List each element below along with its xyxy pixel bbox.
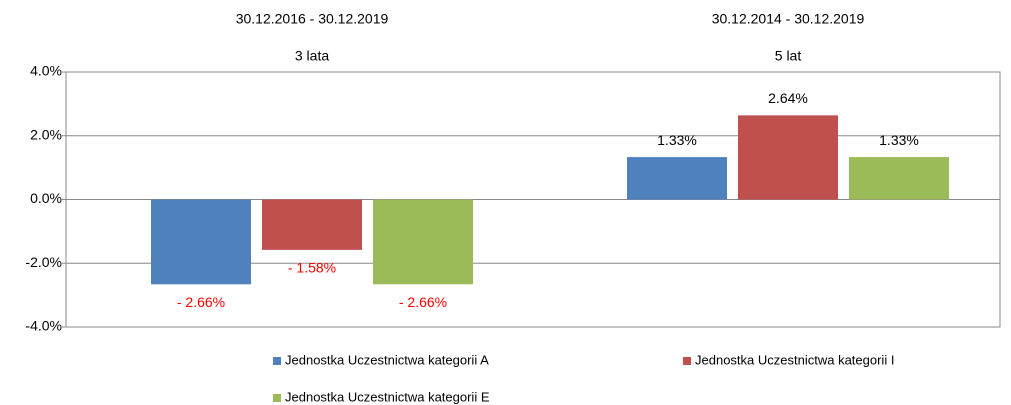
category-label: 30.12.2014 - 30.12.2019 xyxy=(712,11,865,27)
y-tick-label: -2.0% xyxy=(25,254,62,270)
category-sublabel: 5 lat xyxy=(775,48,802,64)
legend-label: Jednostka Uczestnictwa kategorii A xyxy=(285,352,489,367)
value-label: 1.33% xyxy=(879,132,919,148)
category-sublabel: 3 lata xyxy=(295,48,329,64)
bar xyxy=(849,157,949,200)
legend-swatch xyxy=(683,357,691,365)
y-tick-label: -4.0% xyxy=(25,318,62,334)
value-label: - 2.66% xyxy=(177,294,225,310)
category-label: 30.12.2016 - 30.12.2019 xyxy=(236,11,389,27)
bar xyxy=(262,199,362,250)
value-label: 2.64% xyxy=(768,90,808,106)
y-tick-label: 0.0% xyxy=(30,190,62,206)
legend-swatch xyxy=(273,394,281,402)
value-label: 1.33% xyxy=(657,132,697,148)
value-label: - 2.66% xyxy=(399,294,447,310)
legend-label: Jednostka Uczestnictwa kategorii E xyxy=(285,389,490,404)
legend-swatch xyxy=(273,357,281,365)
bar xyxy=(151,199,251,285)
bar xyxy=(627,157,727,200)
bar xyxy=(373,199,473,285)
legend-label: Jednostka Uczestnictwa kategorii I xyxy=(695,352,894,367)
y-tick-label: 4.0% xyxy=(30,63,62,79)
value-label: - 1.58% xyxy=(288,260,336,276)
y-tick-label: 2.0% xyxy=(30,126,62,142)
bar xyxy=(738,115,838,200)
